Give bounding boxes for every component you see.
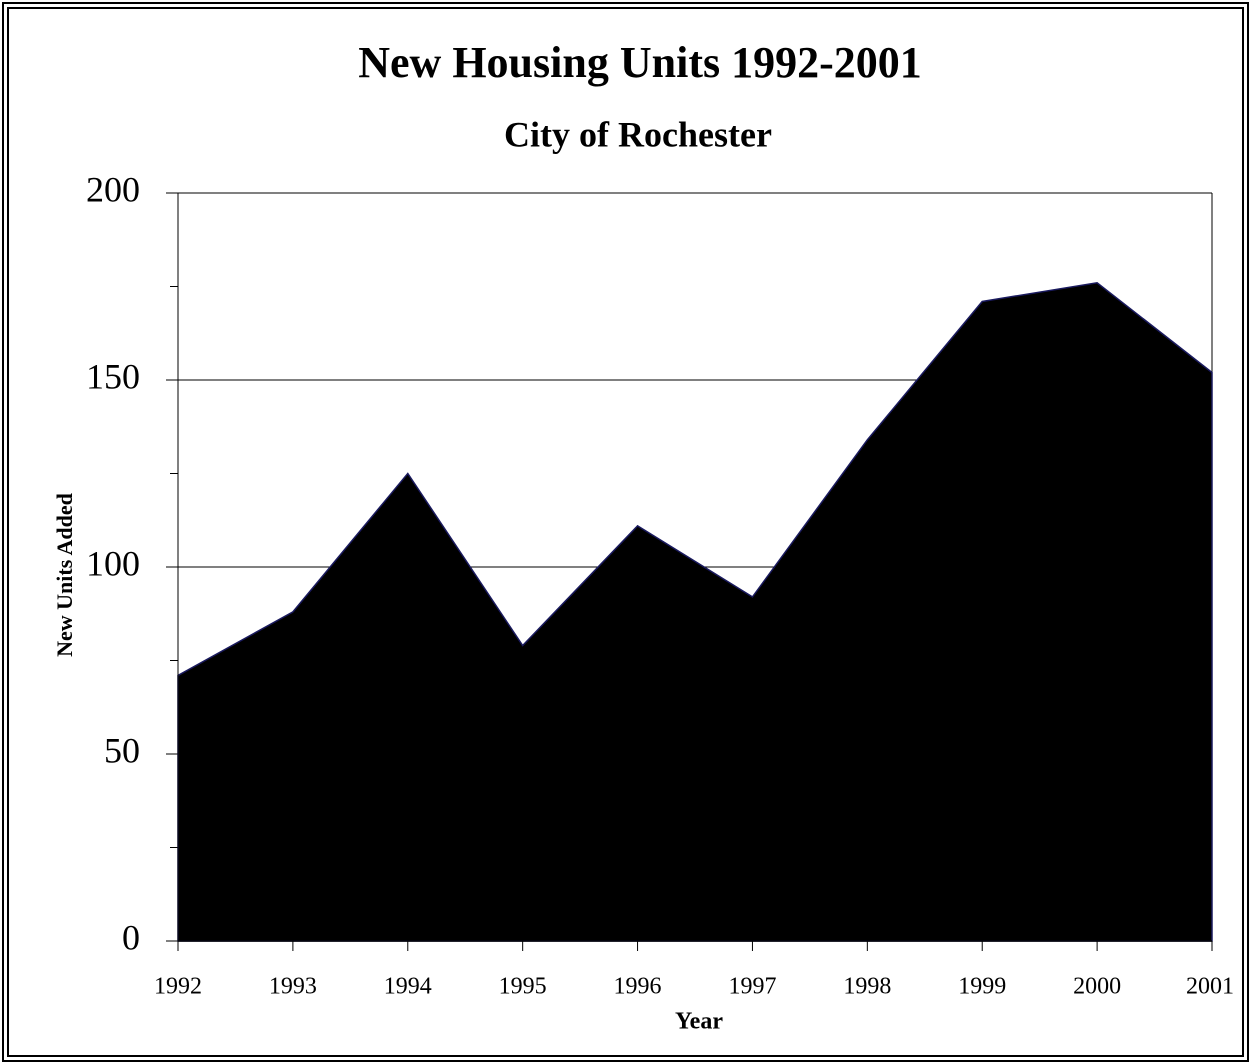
chart-subtitle: City of Rochester xyxy=(504,114,772,154)
chart-title: New Housing Units 1992-2001 xyxy=(358,38,922,87)
x-tick-label: 2001 xyxy=(1186,974,1234,1000)
x-tick-label: 1996 xyxy=(614,974,662,1000)
area xyxy=(177,281,1213,942)
x-axis-label: Year xyxy=(675,1009,723,1035)
x-tick-label: 1999 xyxy=(958,974,1006,1000)
x-tick-label: 1992 xyxy=(154,974,202,1000)
y-tick-label: 150 xyxy=(86,356,140,396)
y-tick-label: 100 xyxy=(86,543,140,583)
inner-border xyxy=(7,7,1244,1057)
y-tick-label: 50 xyxy=(104,730,140,770)
y-tick-label: 200 xyxy=(86,169,140,209)
x-tick-label: 1994 xyxy=(384,974,432,1000)
x-tick-label: 1997 xyxy=(728,974,776,1000)
x-tick-label: 1995 xyxy=(499,974,547,1000)
x-tick-label: 1993 xyxy=(269,974,317,1000)
y-tick-label: 0 xyxy=(122,917,140,957)
x-tick-label: 2000 xyxy=(1073,974,1121,1000)
x-tick-label: 1998 xyxy=(843,974,891,1000)
y-axis-label: New Units Added xyxy=(52,493,77,657)
